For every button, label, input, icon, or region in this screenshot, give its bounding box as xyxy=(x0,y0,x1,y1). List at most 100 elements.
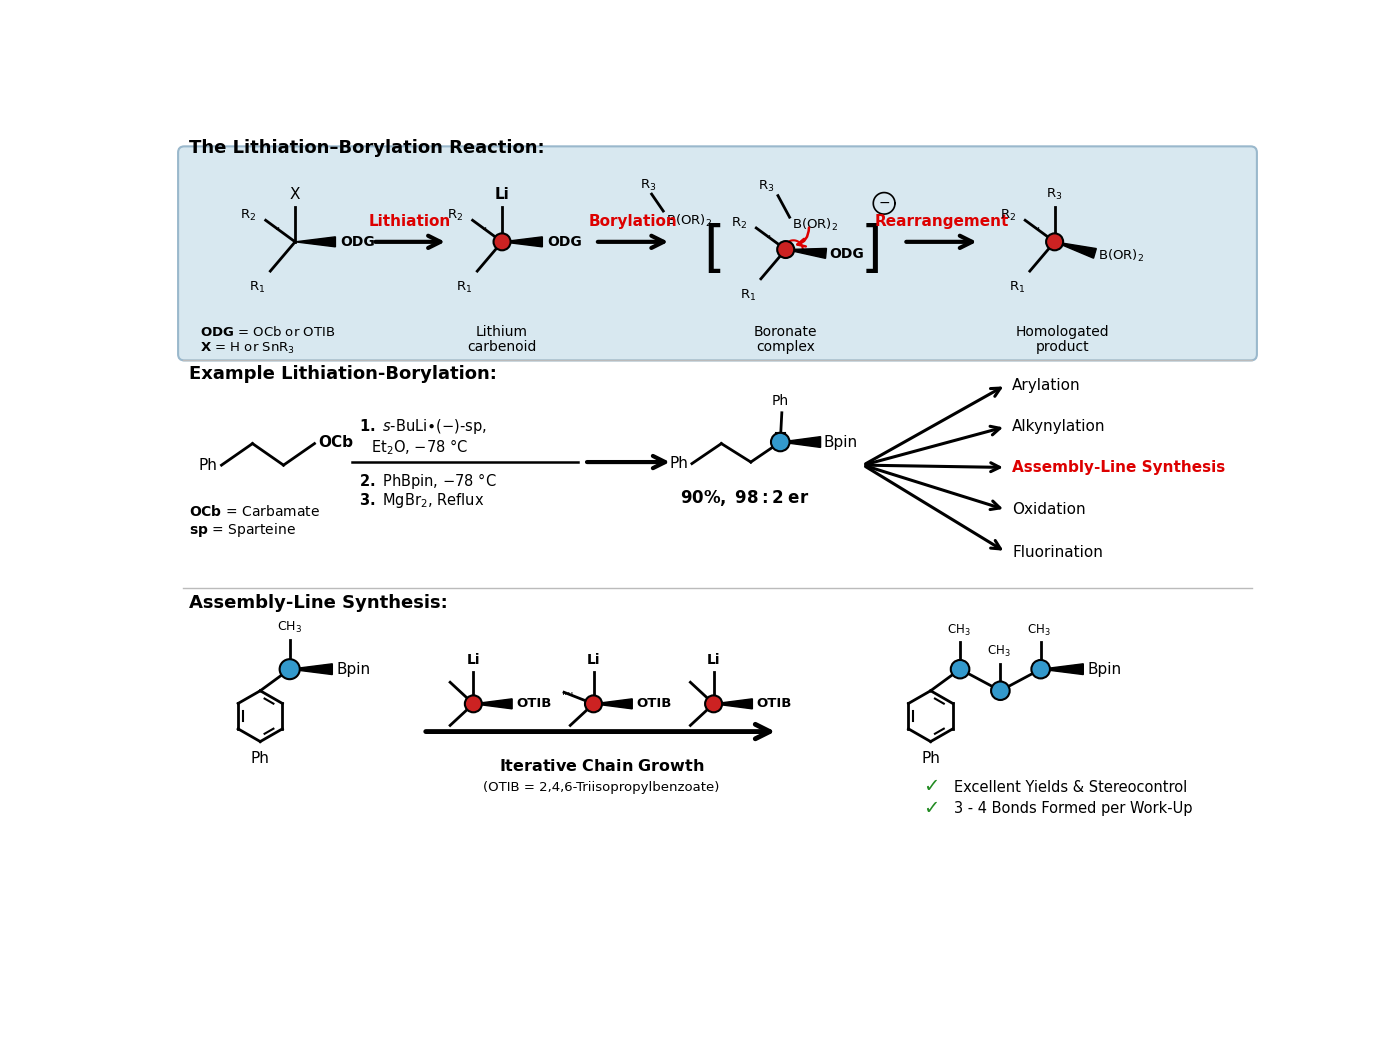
Text: The Lithiation–Borylation Reaction:: The Lithiation–Borylation Reaction: xyxy=(189,138,545,157)
Polygon shape xyxy=(594,699,633,709)
Polygon shape xyxy=(1054,242,1096,258)
Text: R$_3$: R$_3$ xyxy=(640,178,657,192)
Circle shape xyxy=(991,681,1009,700)
Text: $\mathbf{1.}$ $s$-BuLi$\bullet$($-$)-sp,: $\mathbf{1.}$ $s$-BuLi$\bullet$($-$)-sp, xyxy=(360,417,487,436)
Text: Fluorination: Fluorination xyxy=(1012,545,1103,560)
Circle shape xyxy=(465,696,482,712)
Circle shape xyxy=(777,241,794,258)
Text: Borylation: Borylation xyxy=(588,214,678,229)
Polygon shape xyxy=(714,699,752,709)
Circle shape xyxy=(494,233,511,251)
Text: Oxidation: Oxidation xyxy=(1012,502,1085,517)
Text: ODG: ODG xyxy=(547,235,582,249)
Text: ✓: ✓ xyxy=(923,799,939,818)
Text: $\mathit{\mathbf{Iterative\ Chain\ Growth}}$: $\mathit{\mathbf{Iterative\ Chain\ Growt… xyxy=(498,758,704,774)
Circle shape xyxy=(1046,233,1063,251)
Text: Ph: Ph xyxy=(921,751,939,765)
Text: $\mathbf{90\%,\ 98{:}2\ er}$: $\mathbf{90\%,\ 98{:}2\ er}$ xyxy=(680,488,809,509)
Circle shape xyxy=(1032,660,1050,678)
Text: Li: Li xyxy=(466,653,480,667)
Text: Boronate: Boronate xyxy=(755,324,818,339)
Text: B(OR)$_2$: B(OR)$_2$ xyxy=(1098,248,1144,264)
Text: R$_2$: R$_2$ xyxy=(1000,208,1016,224)
Text: Bpin: Bpin xyxy=(823,435,858,449)
Polygon shape xyxy=(290,664,332,675)
Text: '': '' xyxy=(274,226,281,236)
Circle shape xyxy=(585,696,602,712)
Polygon shape xyxy=(1040,664,1084,675)
Text: $\mathbf{sp}$ = Sparteine: $\mathbf{sp}$ = Sparteine xyxy=(189,521,295,540)
Polygon shape xyxy=(785,249,826,258)
Text: OCb: OCb xyxy=(318,435,353,449)
Text: R$_2$: R$_2$ xyxy=(241,208,256,224)
Text: Example Lithiation-Borylation:: Example Lithiation-Borylation: xyxy=(189,365,497,383)
Text: 3 - 4 Bonds Formed per Work-Up: 3 - 4 Bonds Formed per Work-Up xyxy=(953,801,1193,816)
Circle shape xyxy=(280,659,300,679)
Text: Assembly-Line Synthesis: Assembly-Line Synthesis xyxy=(1012,460,1225,475)
Text: Li: Li xyxy=(587,653,601,667)
Text: ]: ] xyxy=(860,223,882,277)
Text: $\mathbf{2.}$ PhBpin, $-$78 °C: $\mathbf{2.}$ PhBpin, $-$78 °C xyxy=(360,470,497,491)
Text: Ph: Ph xyxy=(199,458,217,472)
Text: $\mathbf{X}$ = H or SnR$_3$: $\mathbf{X}$ = H or SnR$_3$ xyxy=(200,340,295,356)
Text: ODG: ODG xyxy=(829,248,864,261)
Polygon shape xyxy=(503,237,542,246)
Text: [: [ xyxy=(703,223,724,277)
Text: Excellent Yields & Stereocontrol: Excellent Yields & Stereocontrol xyxy=(953,780,1187,795)
Text: R$_1$: R$_1$ xyxy=(249,281,266,295)
Polygon shape xyxy=(473,699,512,709)
Text: Rearrangement: Rearrangement xyxy=(874,214,1008,229)
Text: Alkynylation: Alkynylation xyxy=(1012,419,1106,434)
Text: ODG: ODG xyxy=(340,235,375,249)
Text: R$_3$: R$_3$ xyxy=(1046,187,1063,202)
Text: '': '' xyxy=(482,226,489,236)
Text: B(OR)$_2$: B(OR)$_2$ xyxy=(665,212,711,229)
Text: −: − xyxy=(878,197,890,210)
Text: $\mathbf{ODG}$ = OCb or OTIB: $\mathbf{ODG}$ = OCb or OTIB xyxy=(200,324,335,339)
Text: carbenoid: carbenoid xyxy=(468,340,536,355)
Text: OTIB: OTIB xyxy=(756,698,791,710)
Text: Ph: Ph xyxy=(669,457,687,471)
Text: product: product xyxy=(1036,340,1089,355)
Text: Assembly-Line Synthesis:: Assembly-Line Synthesis: xyxy=(189,595,448,613)
Circle shape xyxy=(951,660,969,678)
FancyArrowPatch shape xyxy=(798,228,809,246)
Text: Homologated: Homologated xyxy=(1015,324,1109,339)
Text: Li: Li xyxy=(707,653,721,667)
Text: CH$_3$: CH$_3$ xyxy=(277,620,302,635)
Text: (OTIB = 2,4,6-Triisopropylbenzoate): (OTIB = 2,4,6-Triisopropylbenzoate) xyxy=(483,781,720,794)
Text: Bpin: Bpin xyxy=(336,661,371,677)
Text: R$_2$: R$_2$ xyxy=(731,216,748,231)
Text: R$_1$: R$_1$ xyxy=(1009,281,1025,295)
Text: $\mathbf{3.}$ MgBr$_2$, Reflux: $\mathbf{3.}$ MgBr$_2$, Reflux xyxy=(360,491,484,510)
Text: B(OR)$_2$: B(OR)$_2$ xyxy=(792,217,839,233)
Text: R$_1$: R$_1$ xyxy=(456,281,473,295)
Text: $\mathbf{OCb}$ = Carbamate: $\mathbf{OCb}$ = Carbamate xyxy=(189,503,319,519)
Text: '': '' xyxy=(1035,226,1040,236)
Text: CH$_3$: CH$_3$ xyxy=(1028,623,1051,638)
Text: ✓: ✓ xyxy=(923,778,939,797)
Text: Bpin: Bpin xyxy=(1088,661,1121,677)
Text: Ph: Ph xyxy=(251,751,270,765)
Text: Ph: Ph xyxy=(771,394,788,408)
Text: Et$_2$O, $-$78 °C: Et$_2$O, $-$78 °C xyxy=(371,437,469,457)
Text: OTIB: OTIB xyxy=(636,698,672,710)
FancyBboxPatch shape xyxy=(178,147,1257,361)
Circle shape xyxy=(771,433,790,451)
Text: '''': '''' xyxy=(561,692,574,701)
Text: Arylation: Arylation xyxy=(1012,378,1081,392)
Text: R$_1$: R$_1$ xyxy=(741,288,756,303)
Text: X: X xyxy=(290,187,301,202)
Circle shape xyxy=(706,696,722,712)
Text: '': '' xyxy=(766,234,771,243)
Polygon shape xyxy=(295,237,336,246)
Text: R$_3$: R$_3$ xyxy=(757,179,774,194)
Text: complex: complex xyxy=(756,340,815,355)
Text: OTIB: OTIB xyxy=(517,698,552,710)
Text: CH$_3$: CH$_3$ xyxy=(987,644,1011,659)
Text: CH$_3$: CH$_3$ xyxy=(946,623,970,638)
Text: R$_2$: R$_2$ xyxy=(447,208,463,224)
Polygon shape xyxy=(780,437,820,447)
Text: Lithiation: Lithiation xyxy=(368,214,451,229)
Text: Li: Li xyxy=(494,187,510,202)
